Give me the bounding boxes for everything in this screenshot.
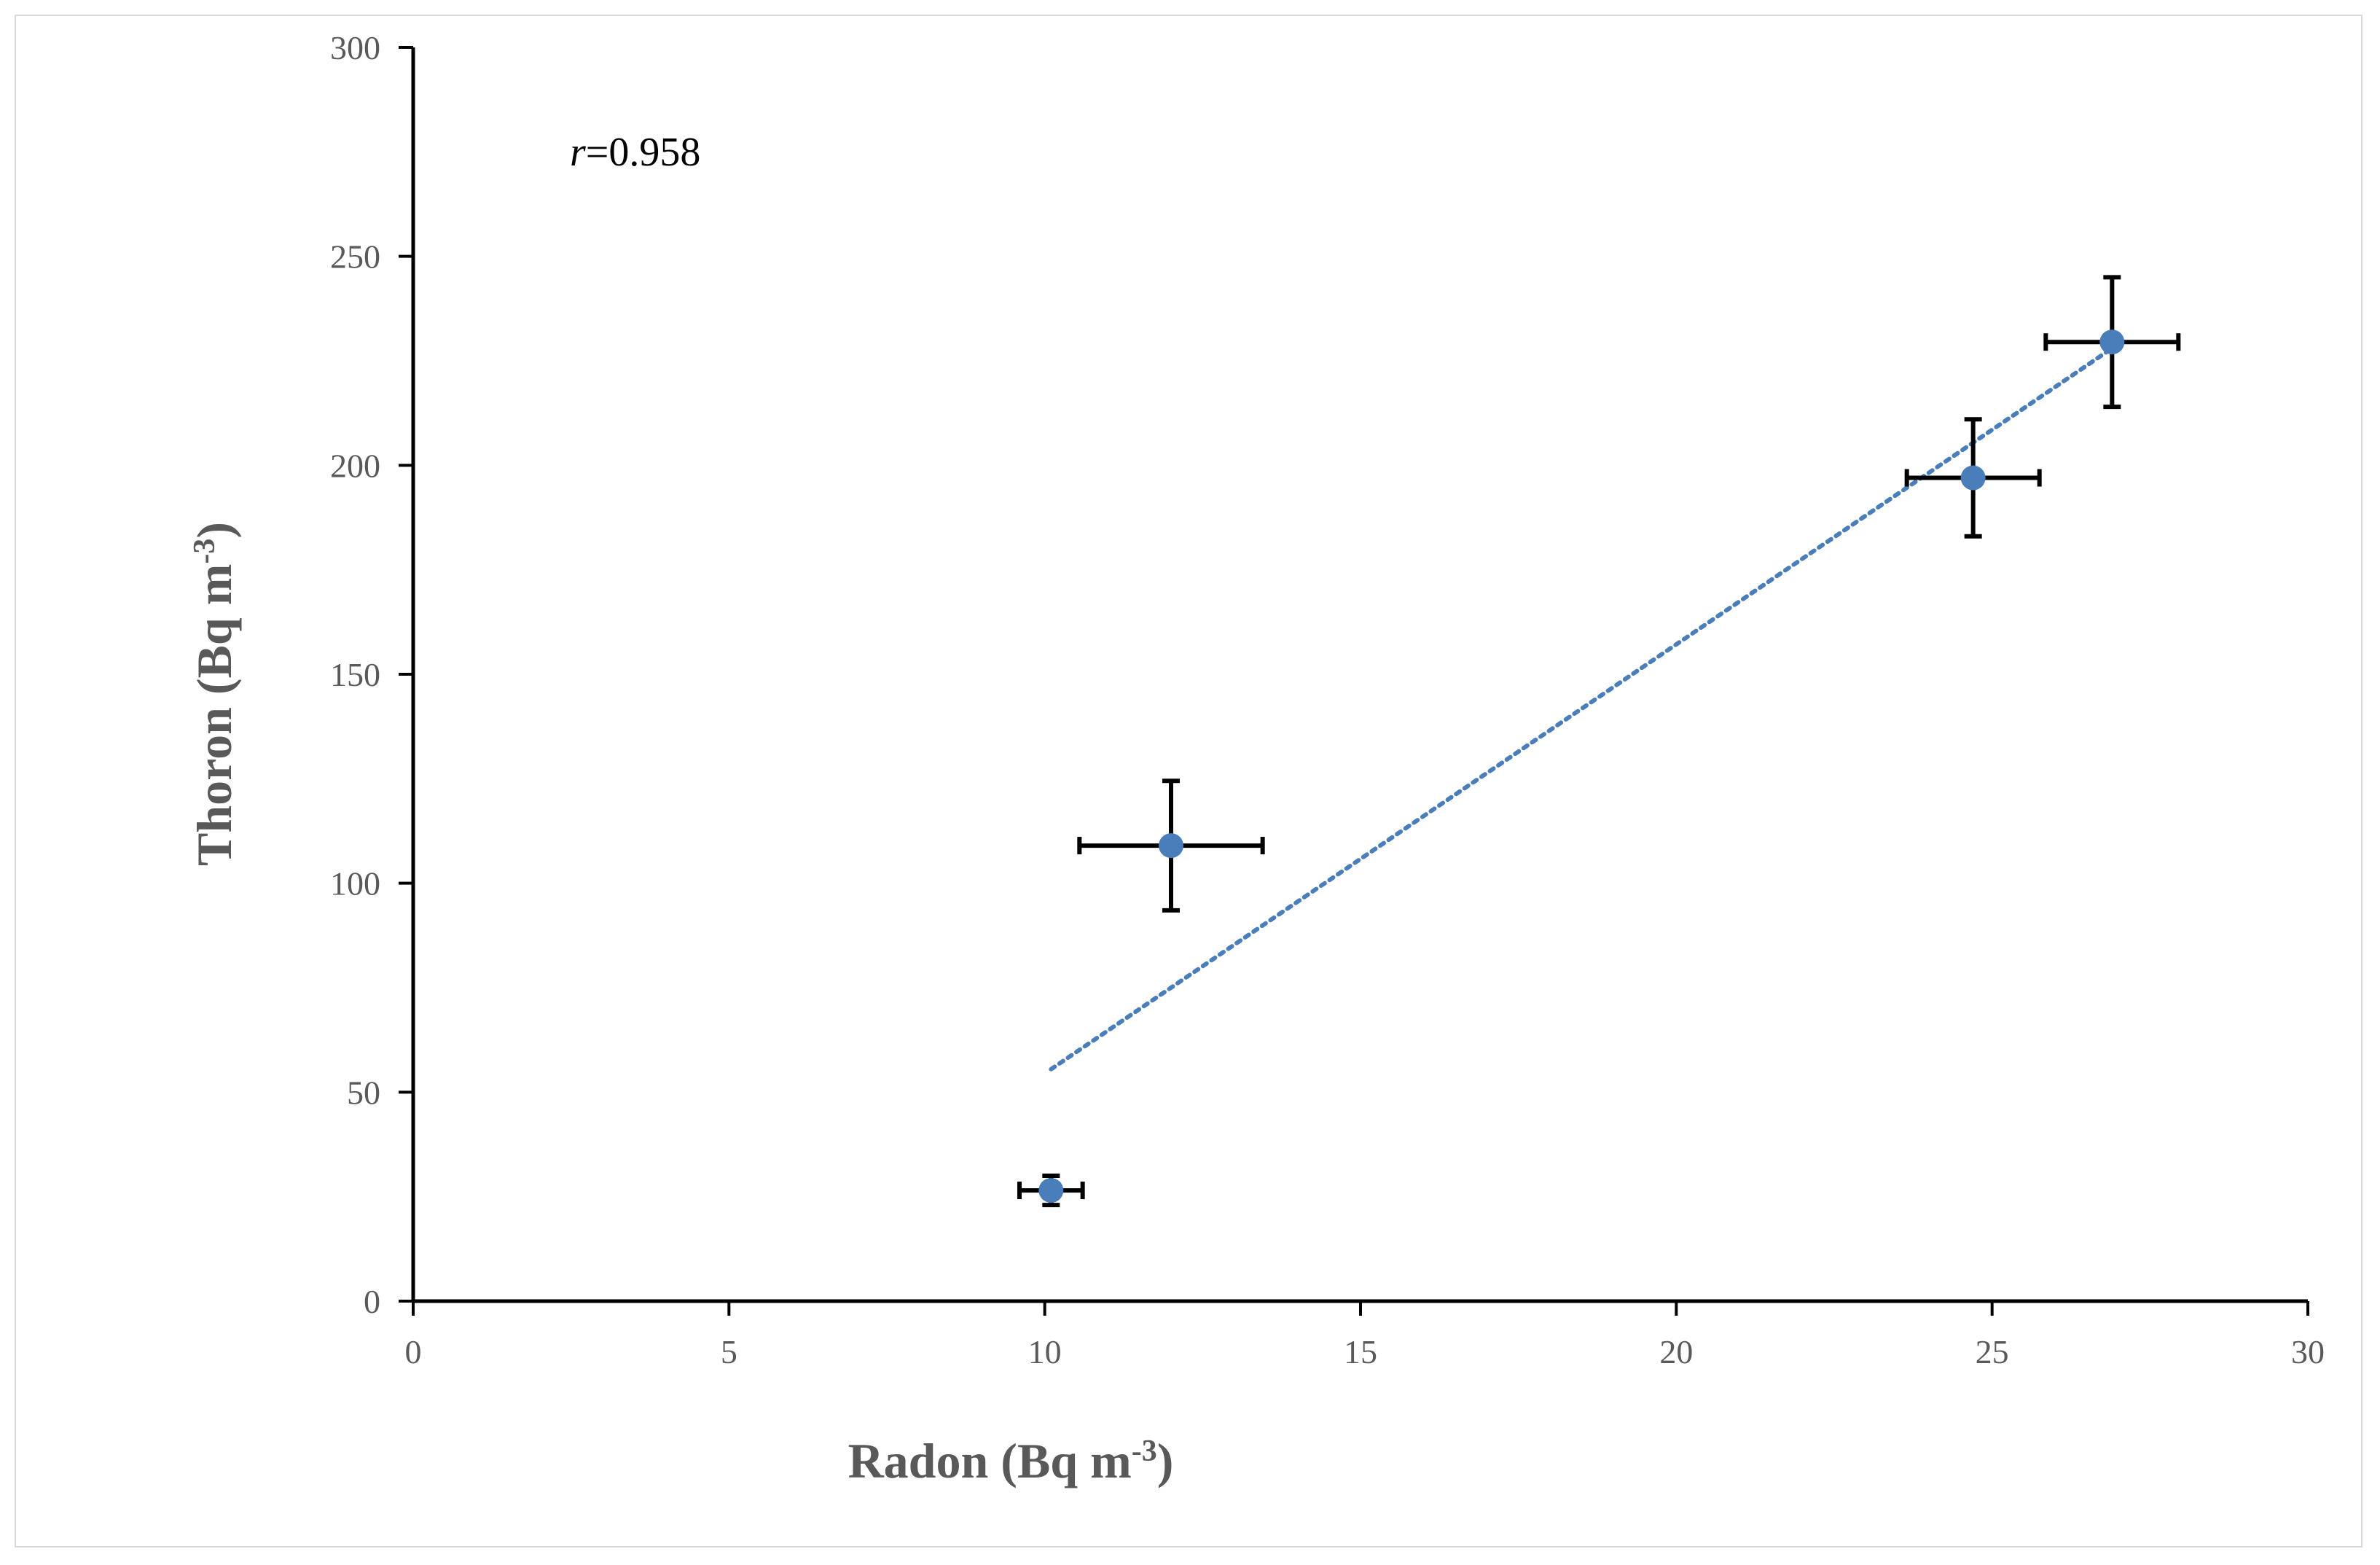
x-axis-title-main: Radon (Bq m	[848, 1433, 1132, 1488]
data-point	[1038, 1178, 1064, 1203]
y-tick-label: 100	[330, 865, 380, 902]
x-tick-label: 20	[1659, 1333, 1693, 1370]
axes	[411, 47, 2308, 1303]
error-bars	[1017, 275, 2181, 1208]
y-axis-title: Thoron (Bq m-3)	[187, 522, 242, 866]
y-tick-label: 0	[364, 1283, 380, 1320]
y-axis-title-sup: -3	[188, 539, 222, 564]
y-tick-label: 150	[330, 656, 380, 693]
x-axis-title: Radon (Bq m-3)	[848, 1433, 1174, 1488]
data-point	[1159, 833, 1183, 859]
x-axis-title-sup: -3	[1132, 1435, 1157, 1468]
data-points	[1038, 329, 2125, 1203]
y-axis-title-close: )	[187, 522, 242, 539]
chart-frame: 0 5 10 15 20 25 30 0 50 100 150 200 250 300 r=0.958 R…	[15, 15, 2363, 1548]
x-tick-label: 15	[1344, 1333, 1377, 1370]
x-tick-label: 30	[2291, 1333, 2325, 1370]
y-tick-label: 50	[347, 1074, 380, 1111]
x-tick-label: 5	[721, 1333, 737, 1370]
y-tick-label: 250	[330, 238, 380, 276]
x-axis-title-close: )	[1157, 1433, 1174, 1488]
x-tick-label: 0	[405, 1333, 422, 1370]
y-tick-label: 300	[330, 29, 380, 66]
data-point	[1960, 465, 1986, 491]
y-tick-label: 200	[330, 447, 380, 484]
correlation-annotation: r=0.958	[570, 130, 700, 175]
x-tick-label: 25	[1976, 1333, 2009, 1370]
correlation-symbol: r	[570, 130, 586, 175]
correlation-value: =0.958	[586, 130, 701, 175]
data-point	[2099, 329, 2125, 355]
trendline	[1049, 346, 2115, 1072]
trendline-group	[1049, 346, 2115, 1072]
y-axis-title-main: Thoron (Bq m	[187, 564, 242, 866]
x-tick-label: 10	[1028, 1333, 1062, 1370]
